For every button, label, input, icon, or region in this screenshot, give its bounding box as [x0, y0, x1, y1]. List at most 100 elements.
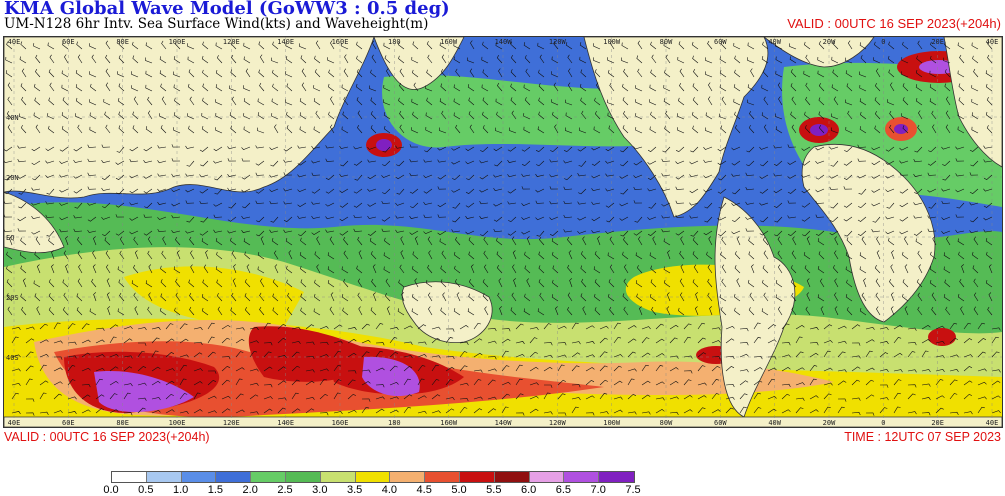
wind-barb — [270, 160, 279, 167]
wind-barb — [928, 202, 937, 209]
wind-barb — [983, 145, 993, 149]
wind-barb — [675, 186, 685, 190]
wind-barb — [25, 326, 35, 330]
wind-barb — [249, 340, 259, 344]
wind-barb — [48, 237, 55, 246]
wind-barb — [311, 145, 321, 149]
wind-barb — [315, 40, 321, 50]
wind-barb — [524, 265, 531, 274]
wind-barb — [983, 216, 993, 221]
wind-barb — [103, 98, 111, 106]
longitude-label: 80W — [660, 419, 673, 427]
wind-barb — [467, 84, 475, 92]
wind-barb — [187, 113, 195, 120]
wind-barb — [661, 158, 671, 162]
wind-barb — [76, 41, 83, 50]
wind-barb — [636, 293, 643, 302]
wind-barb — [35, 54, 41, 64]
wind-barb — [521, 216, 531, 220]
wind-barb — [608, 125, 615, 134]
wind-barb — [297, 202, 307, 207]
wind-barb — [663, 84, 671, 92]
wind-barb — [73, 146, 83, 152]
wind-barb — [299, 126, 307, 134]
wind-barb — [720, 251, 727, 260]
wind-barb — [778, 96, 783, 106]
wind-barb — [536, 160, 545, 167]
wind-barb — [986, 97, 993, 106]
wind-barb — [823, 382, 833, 386]
wind-barb — [718, 174, 727, 181]
wind-barb — [201, 55, 209, 64]
wind-barb — [859, 42, 867, 50]
wind-barb — [859, 84, 867, 92]
wind-barb — [325, 202, 335, 207]
wind-barb — [151, 397, 161, 401]
longitude-label: 140E — [277, 38, 294, 46]
wind-barb — [607, 252, 615, 260]
wind-barb — [529, 327, 539, 331]
wind-barb — [413, 82, 419, 92]
wind-barb — [109, 366, 119, 372]
wind-barb — [25, 338, 35, 344]
wind-barb — [101, 144, 111, 148]
wind-barb — [749, 292, 755, 302]
wind-barb — [623, 110, 629, 120]
wind-barb — [549, 230, 559, 236]
wind-barb — [481, 56, 489, 64]
wind-barb — [914, 188, 923, 195]
wind-barb — [734, 69, 741, 78]
wind-barb — [927, 188, 937, 193]
wind-barb — [526, 278, 531, 288]
wind-barb — [988, 264, 993, 274]
wind-barb — [409, 173, 419, 177]
wind-barb — [439, 127, 447, 134]
wind-barb — [343, 250, 349, 260]
wind-barb — [375, 367, 385, 372]
land-south-america — [714, 196, 796, 418]
wind-barb — [258, 41, 265, 50]
wind-barb — [160, 265, 167, 274]
wind-barb — [201, 238, 209, 246]
wind-barb — [734, 124, 741, 134]
wind-barb — [115, 174, 125, 180]
wind-barb — [529, 395, 539, 400]
wind-barb — [118, 83, 125, 92]
wind-barb — [305, 341, 315, 345]
wind-barb — [35, 236, 41, 246]
wind-barb — [117, 98, 125, 106]
colorbar-label: 5.5 — [486, 484, 502, 496]
wind-barb — [875, 292, 881, 302]
wind-barb — [774, 216, 783, 223]
wind-barb — [901, 113, 909, 120]
wind-barb — [865, 326, 875, 330]
wind-barb — [445, 397, 455, 401]
wind-barb — [185, 200, 195, 204]
wind-barb — [733, 84, 741, 92]
wind-barb — [955, 158, 965, 162]
wind-barb — [689, 160, 699, 165]
wind-barb — [123, 338, 133, 344]
wind-barb — [283, 229, 293, 233]
wind-barb — [790, 111, 797, 120]
wind-barb — [39, 364, 47, 372]
wind-barb — [498, 278, 503, 288]
wind-barb — [859, 308, 867, 316]
wind-barb — [459, 365, 468, 372]
wind-barb — [916, 279, 923, 288]
wind-barb — [241, 146, 251, 150]
wind-barb — [649, 294, 657, 302]
wind-barb — [501, 350, 509, 358]
wind-barb — [963, 380, 973, 386]
wind-barb — [20, 237, 27, 246]
wind-barb — [579, 42, 587, 50]
wind-barb — [77, 124, 83, 134]
wind-barb — [871, 146, 881, 151]
wind-barb — [199, 230, 209, 236]
wind-barb — [567, 306, 573, 316]
wind-barb — [543, 323, 552, 330]
wind-barb — [907, 351, 916, 358]
wind-barb — [213, 229, 223, 233]
wind-barb — [398, 279, 405, 288]
storm-core-mid-atlantic — [894, 124, 908, 134]
